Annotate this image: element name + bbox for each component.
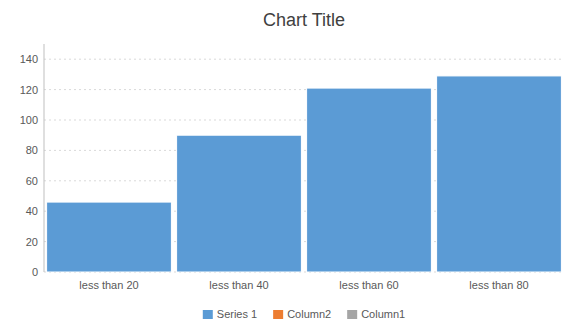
y-axis-line: [44, 44, 45, 272]
grid-line: [44, 59, 564, 60]
x-tick-label: less than 40: [209, 279, 268, 291]
background: [0, 0, 576, 336]
y-tick-label: 40: [26, 205, 38, 217]
legend-swatch: [273, 310, 283, 319]
legend-item: Series 1: [203, 308, 257, 320]
legend-item: Column1: [347, 308, 405, 320]
bar: [437, 76, 562, 272]
y-tick-label: 60: [26, 175, 38, 187]
x-tick-label: less than 80: [469, 279, 528, 291]
x-tick-label: less than 20: [79, 279, 138, 291]
legend-label: Column2: [287, 308, 331, 320]
chart-container: Chart Title 0 20 40 60 80 100 120 140 less than 2…: [0, 0, 576, 336]
y-tick-label: 80: [26, 144, 38, 156]
chart-title: Chart Title: [263, 10, 345, 30]
bar: [177, 135, 302, 272]
y-tick-label: 120: [20, 84, 38, 96]
y-axis: 0 20 40 60 80 100 120 140: [20, 44, 564, 278]
legend-label: Column1: [361, 308, 405, 320]
legend-swatch: [203, 310, 213, 319]
legend-item: Column2: [273, 308, 331, 320]
y-tick-label: 20: [26, 236, 38, 248]
x-axis: less than 20 less than 40 less than 60 less…: [79, 279, 528, 291]
bars: [47, 76, 562, 272]
y-tick-label: 0: [32, 266, 38, 278]
legend-label: Series 1: [217, 308, 257, 320]
y-tick-label: 100: [20, 114, 38, 126]
x-tick-label: less than 60: [339, 279, 398, 291]
bar: [307, 88, 432, 272]
bar: [47, 202, 172, 272]
legend-swatch: [347, 310, 357, 319]
y-tick-label: 140: [20, 53, 38, 65]
chart-svg: Chart Title 0 20 40 60 80 100 120 140 less than 2…: [0, 0, 576, 336]
legend: Series 1 Column2 Column1: [203, 308, 405, 320]
